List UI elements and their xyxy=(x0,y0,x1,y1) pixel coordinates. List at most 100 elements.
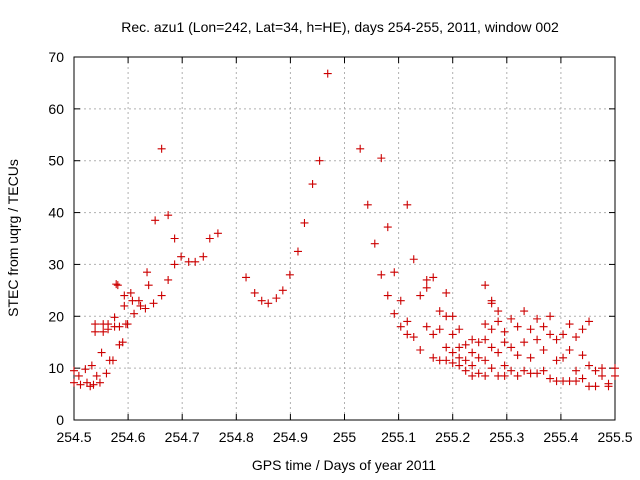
data-point xyxy=(481,356,490,365)
data-point xyxy=(416,291,425,300)
data-point xyxy=(526,353,535,362)
data-point xyxy=(416,345,425,354)
data-point xyxy=(99,327,108,336)
data-point xyxy=(95,378,104,387)
data-point xyxy=(559,353,568,362)
x-tick-labels: 254.5 254.6 254.7 254.8 254.9 255 255.1 255.2 25… xyxy=(56,429,632,445)
data-point xyxy=(323,69,332,78)
y-tick-label: 30 xyxy=(48,256,64,272)
data-point xyxy=(455,361,464,370)
data-point xyxy=(87,361,96,370)
data-point xyxy=(377,270,386,279)
data-point xyxy=(494,317,503,326)
data-point xyxy=(120,301,129,310)
data-point xyxy=(507,366,516,375)
data-point xyxy=(429,353,438,362)
data-point xyxy=(572,377,581,386)
y-tick-labels: 0 10 20 30 40 50 60 70 xyxy=(48,49,64,428)
data-point xyxy=(70,378,78,387)
data-point xyxy=(487,299,496,308)
data-point xyxy=(611,371,619,380)
data-point xyxy=(468,335,477,344)
data-point xyxy=(92,371,101,380)
data-point xyxy=(112,280,121,289)
data-point xyxy=(97,348,106,357)
data-point xyxy=(520,307,529,316)
data-point xyxy=(89,380,98,389)
data-point xyxy=(403,317,412,326)
data-point xyxy=(448,358,457,367)
grid-lines xyxy=(74,57,615,420)
x-tick-label: 255.3 xyxy=(489,429,524,445)
data-point xyxy=(157,144,166,153)
data-point xyxy=(461,356,470,365)
data-point xyxy=(164,275,173,284)
data-point xyxy=(578,325,587,334)
data-point xyxy=(264,299,273,308)
data-point xyxy=(468,348,477,357)
data-point xyxy=(74,371,83,380)
data-point xyxy=(578,374,587,383)
data-point xyxy=(533,369,542,378)
data-point xyxy=(520,366,529,375)
data-point xyxy=(481,281,490,290)
data-point xyxy=(487,343,496,352)
y-axis-title: STEC from uqrg / TECUs xyxy=(5,159,21,317)
data-point xyxy=(481,371,490,380)
data-point xyxy=(157,291,166,300)
data-point xyxy=(396,322,405,331)
data-point xyxy=(123,320,132,329)
data-point xyxy=(81,365,90,374)
data-point xyxy=(533,335,542,344)
data-point xyxy=(144,281,153,290)
data-point xyxy=(572,366,581,375)
data-point xyxy=(205,234,214,243)
data-point xyxy=(76,380,85,389)
data-point xyxy=(591,366,600,375)
data-point xyxy=(422,283,431,292)
data-point xyxy=(526,325,535,334)
data-point xyxy=(191,257,200,266)
data-point xyxy=(143,268,152,277)
data-point xyxy=(250,288,259,297)
data-point xyxy=(565,320,574,329)
data-point xyxy=(409,333,418,342)
data-point xyxy=(572,333,581,342)
data-point xyxy=(565,345,574,354)
data-point xyxy=(110,313,119,322)
data-point xyxy=(278,286,287,295)
data-point xyxy=(429,273,438,282)
data-point xyxy=(507,314,516,323)
data-point xyxy=(513,371,522,380)
data-point xyxy=(108,356,117,365)
y-tick-label: 20 xyxy=(48,308,64,324)
data-point xyxy=(91,327,100,336)
data-point xyxy=(474,338,483,347)
data-point xyxy=(102,369,111,378)
data-point xyxy=(300,218,309,227)
data-point xyxy=(598,371,607,380)
data-point xyxy=(293,247,302,256)
data-point xyxy=(403,330,412,339)
x-axis-title: GPS time / Days of year 2011 xyxy=(252,457,436,473)
data-point xyxy=(115,322,124,331)
x-tick-label: 254.9 xyxy=(273,429,308,445)
y-tick-label: 40 xyxy=(48,205,64,221)
data-point xyxy=(591,382,600,391)
chart-title: Rec. azu1 (Lon=242, Lat=34, h=HE), days … xyxy=(121,19,559,35)
data-point xyxy=(513,351,522,360)
data-point xyxy=(315,156,324,165)
data-point xyxy=(448,330,457,339)
y-tick-label: 70 xyxy=(48,49,64,65)
data-point xyxy=(141,304,150,313)
data-point xyxy=(611,364,619,373)
data-point xyxy=(442,288,451,297)
data-point xyxy=(533,314,542,323)
data-point xyxy=(455,343,464,352)
data-point xyxy=(272,294,281,303)
data-point xyxy=(455,325,464,334)
data-point xyxy=(82,378,91,387)
data-point xyxy=(422,322,431,331)
x-tick-label: 255.4 xyxy=(543,429,578,445)
data-point xyxy=(285,270,294,279)
